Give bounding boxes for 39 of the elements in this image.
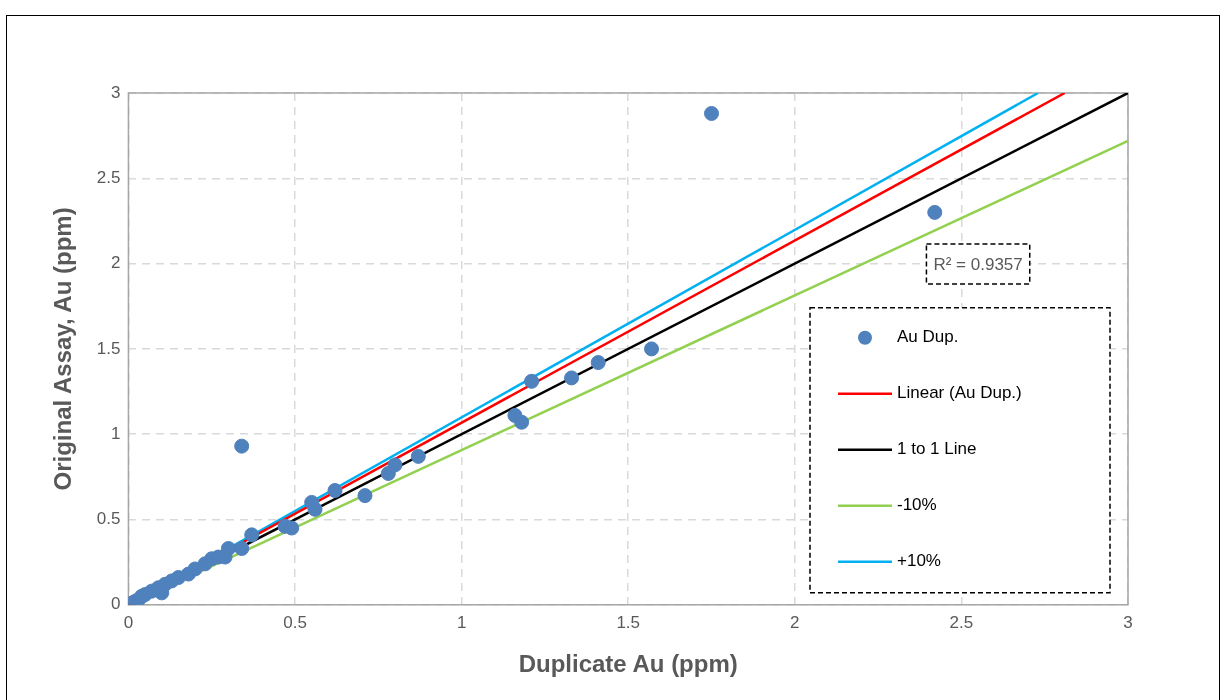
x-tick-label: 0 [123, 612, 134, 632]
x-tick-label: 2.5 [949, 612, 974, 632]
y-tick-label: 3 [110, 82, 121, 102]
x-tick-label: 3 [1123, 612, 1133, 632]
point [644, 341, 660, 357]
point [524, 373, 540, 389]
y-tick-label: 2.5 [96, 167, 121, 187]
legend-label: +10% [897, 551, 941, 571]
x-axis-title: Duplicate Au (ppm) [518, 650, 738, 678]
y-tick-label: 0.5 [96, 509, 121, 529]
point [927, 204, 943, 220]
legend-label: Au Dup. [897, 327, 959, 347]
point [410, 448, 426, 464]
point [220, 541, 236, 556]
y-tick-label: 1.5 [96, 338, 121, 358]
point [357, 488, 373, 504]
point [234, 438, 250, 454]
legend-label: Linear (Au Dup.) [897, 383, 1022, 403]
x-tick-label: 2 [790, 612, 800, 632]
point [564, 370, 580, 386]
annotation: R² = 0.9357 [933, 254, 1023, 274]
point [307, 501, 323, 517]
x-tick-label: 1 [456, 612, 467, 632]
y-axis-title: Original Assay, Au (ppm) [49, 207, 77, 491]
point [590, 355, 606, 371]
y-tick-label: 0 [110, 594, 121, 614]
point [387, 457, 403, 473]
point [234, 541, 250, 556]
point [284, 520, 300, 536]
point [244, 527, 260, 543]
x-tick-label: 1.5 [616, 612, 641, 632]
legend-label: 1 to 1 Line [897, 439, 977, 459]
point [704, 105, 720, 121]
x-tick-label: 0.5 [283, 612, 307, 632]
y-tick-label: 1 [110, 423, 121, 443]
point [327, 483, 343, 498]
legend-label: -10% [897, 495, 937, 515]
point [514, 414, 530, 430]
y-tick-label: 2 [110, 253, 121, 273]
